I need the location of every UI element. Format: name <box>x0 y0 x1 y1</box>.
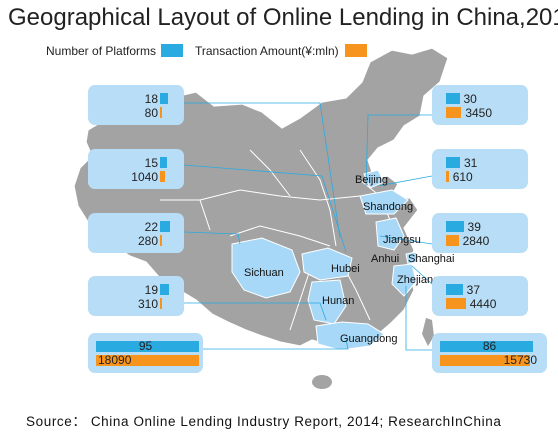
amount-value-label: 1040 <box>131 170 158 184</box>
chart-title: Geographical Layout of Online Lending in… <box>8 4 558 31</box>
amount-bar <box>446 107 462 118</box>
data-box: 19 310 <box>88 276 184 316</box>
data-box: 30 3450 <box>432 85 528 125</box>
amount-value-label: 18090 <box>98 353 132 367</box>
amount-bar <box>446 298 466 309</box>
amount-bar <box>160 171 165 182</box>
amount-value-label: 2840 <box>462 234 490 248</box>
province-shanghai <box>405 251 419 265</box>
data-box: 39 2840 <box>432 213 528 253</box>
amount-bar <box>160 298 162 309</box>
legend-platforms-swatch <box>161 44 183 57</box>
amount-bar <box>96 355 199 366</box>
label-beijing: Beijing <box>355 174 388 186</box>
platforms-value-label: 95 <box>138 339 153 353</box>
amount-value-label: 310 <box>137 297 158 311</box>
amount-bar <box>446 171 449 182</box>
amount-bar <box>446 235 459 246</box>
island-taiwan <box>422 318 434 346</box>
amount-bar <box>440 355 530 366</box>
province-beijing <box>363 169 385 189</box>
amount-value-label: 610 <box>452 170 473 184</box>
data-box: 18 80 <box>88 85 184 125</box>
legend-amount-label: Transaction Amount(¥:mln) <box>195 44 339 58</box>
platforms-bar <box>446 284 463 295</box>
platforms-value-label: 31 <box>463 156 478 170</box>
amount-value-label: 15730 <box>503 353 537 367</box>
platforms-bar <box>440 341 534 352</box>
platforms-value-label: 39 <box>467 220 481 234</box>
data-box: 22 280 <box>88 213 184 253</box>
platforms-bar <box>160 284 169 295</box>
platforms-bar <box>160 221 170 232</box>
platforms-value-label: 22 <box>144 220 158 234</box>
data-box: 15 1040 <box>88 149 184 189</box>
amount-value-label: 80 <box>144 106 158 120</box>
province-zhejiang <box>391 263 417 297</box>
platforms-bar <box>446 157 460 168</box>
data-box: 31 610 <box>432 149 528 189</box>
amount-value-label: 4440 <box>469 297 497 311</box>
amount-bar <box>160 235 162 246</box>
label-shanghai: Shanghai <box>408 253 455 265</box>
label-hubei: Hubei <box>331 263 360 275</box>
platforms-bar <box>446 221 464 232</box>
data-box: 86 15730 <box>432 333 547 373</box>
island-hainan <box>312 375 332 389</box>
label-zhejiang: Zhejiang <box>397 274 439 286</box>
platforms-bar <box>160 157 167 168</box>
province-jiangsu <box>375 217 405 251</box>
legend-platforms-label: Number of Platforms <box>46 44 157 58</box>
platforms-value-label: 30 <box>463 92 477 106</box>
label-guangdong: Guangdong <box>340 333 398 345</box>
leader-lines <box>183 102 433 351</box>
label-jiangsu: Jiangsu <box>383 234 421 246</box>
platforms-value-label: 15 <box>144 156 158 170</box>
province-hubei <box>301 247 353 281</box>
platforms-value-label: 18 <box>144 92 158 106</box>
province-shandong <box>359 189 409 215</box>
platforms-value-label: 86 <box>482 339 497 353</box>
amount-value-label: 3450 <box>465 106 493 120</box>
province-sichuan <box>231 237 301 299</box>
platforms-bar <box>160 93 169 104</box>
label-shandong: Shandong <box>363 201 413 213</box>
label-hunan: Hunan <box>322 295 354 307</box>
label-sichuan: Sichuan <box>244 267 284 279</box>
platforms-value-label: 19 <box>144 283 158 297</box>
platforms-bar <box>96 341 199 352</box>
legend-amount-swatch <box>345 44 367 57</box>
amount-bar <box>160 107 162 118</box>
data-box: 95 18090 <box>88 333 203 373</box>
province-guangdong <box>315 321 385 351</box>
label-anhui: Anhui <box>371 253 399 265</box>
data-box: 37 4440 <box>432 276 528 316</box>
source-note: Source： China Online Lending Industry Re… <box>26 414 502 429</box>
platforms-value-label: 37 <box>466 283 480 297</box>
amount-value-label: 280 <box>137 234 158 248</box>
platforms-bar <box>446 93 460 104</box>
